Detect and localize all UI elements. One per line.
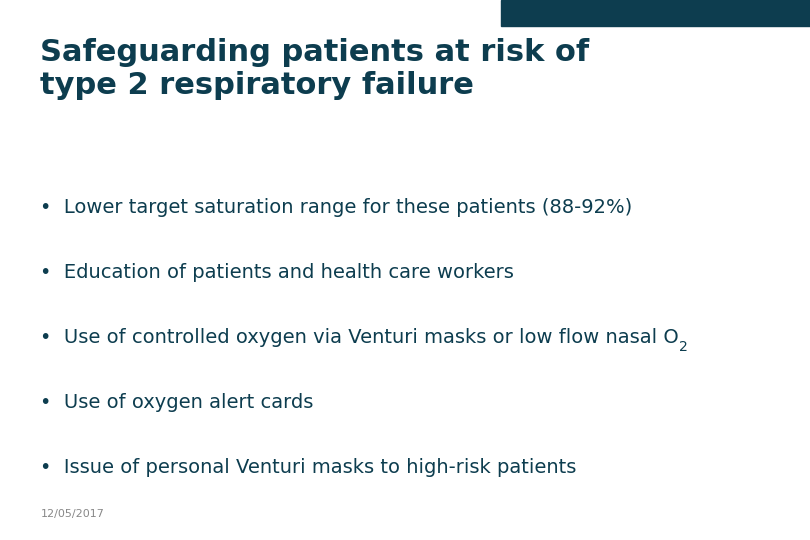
- Text: •  Use of controlled oxygen via Venturi masks or low flow nasal O: • Use of controlled oxygen via Venturi m…: [40, 328, 680, 347]
- Text: •  Education of patients and health care workers: • Education of patients and health care …: [40, 263, 514, 282]
- Text: 12/05/2017: 12/05/2017: [40, 509, 104, 519]
- Text: •  Issue of personal Venturi masks to high-risk patients: • Issue of personal Venturi masks to hig…: [40, 457, 577, 477]
- Text: Safeguarding patients at risk of
type 2 respiratory failure: Safeguarding patients at risk of type 2 …: [40, 38, 590, 100]
- Text: •  Use of oxygen alert cards: • Use of oxygen alert cards: [40, 393, 314, 412]
- Text: •  Lower target saturation range for these patients (88-92%): • Lower target saturation range for thes…: [40, 198, 633, 218]
- Text: 2: 2: [680, 340, 688, 354]
